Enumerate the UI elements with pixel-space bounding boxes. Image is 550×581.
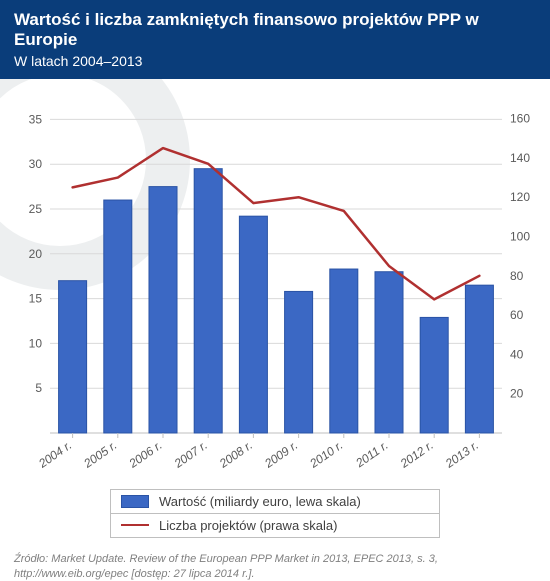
bar bbox=[375, 272, 403, 433]
x-category-label: 2005 r. bbox=[80, 438, 119, 471]
bar bbox=[285, 291, 313, 433]
legend: Wartość (miliardy euro, lewa skala) Licz… bbox=[110, 489, 440, 538]
source-citation: Źródło: Market Update. Review of the Eur… bbox=[0, 546, 550, 581]
svg-text:25: 25 bbox=[29, 202, 43, 216]
bar bbox=[330, 269, 358, 433]
x-category-label: 2004 r. bbox=[35, 438, 74, 471]
svg-text:35: 35 bbox=[29, 112, 43, 126]
svg-text:140: 140 bbox=[510, 151, 530, 165]
x-category-label: 2011 r. bbox=[352, 438, 390, 471]
chart-title: Wartość i liczba zamkniętych finansowo p… bbox=[14, 10, 536, 51]
x-category-label: 2012 r. bbox=[397, 438, 436, 471]
svg-text:20: 20 bbox=[510, 386, 524, 400]
svg-text:5: 5 bbox=[35, 381, 42, 395]
bar bbox=[194, 168, 222, 432]
svg-text:10: 10 bbox=[29, 336, 43, 350]
bar-swatch bbox=[121, 495, 149, 508]
svg-text:20: 20 bbox=[29, 247, 43, 261]
chart-subtitle: W latach 2004–2013 bbox=[14, 53, 536, 69]
x-category-label: 2009 r. bbox=[261, 438, 300, 471]
svg-text:120: 120 bbox=[510, 190, 530, 204]
x-category-label: 2013 r. bbox=[442, 438, 481, 471]
x-category-label: 2007 r. bbox=[171, 438, 210, 471]
legend-item-line: Liczba projektów (prawa skala) bbox=[110, 513, 440, 538]
bar bbox=[104, 200, 132, 433]
x-category-label: 2008 r. bbox=[216, 438, 255, 471]
svg-text:80: 80 bbox=[510, 269, 524, 283]
x-category-label: 2010 r. bbox=[306, 438, 345, 471]
svg-text:60: 60 bbox=[510, 308, 524, 322]
line-series bbox=[73, 148, 480, 299]
chart-area: 5 10 15 20 25 30 35 20 40 60 80 100 120 140 160 2004 r.… bbox=[0, 79, 550, 489]
svg-text:30: 30 bbox=[29, 157, 43, 171]
x-category-label: 2006 r. bbox=[126, 438, 165, 471]
svg-text:160: 160 bbox=[510, 111, 530, 125]
bar bbox=[239, 216, 267, 433]
bar bbox=[420, 317, 448, 433]
chart-header: Wartość i liczba zamkniętych finansowo p… bbox=[0, 0, 550, 79]
legend-item-bar: Wartość (miliardy euro, lewa skala) bbox=[110, 489, 440, 514]
chart-svg: 5 10 15 20 25 30 35 20 40 60 80 100 120 140 160 2004 r.… bbox=[0, 79, 550, 489]
legend-label: Liczba projektów (prawa skala) bbox=[159, 518, 337, 533]
svg-text:40: 40 bbox=[510, 347, 524, 361]
legend-label: Wartość (miliardy euro, lewa skala) bbox=[159, 494, 361, 509]
bar bbox=[59, 280, 87, 432]
bar bbox=[465, 285, 493, 433]
svg-text:15: 15 bbox=[29, 291, 43, 305]
svg-text:100: 100 bbox=[510, 229, 530, 243]
bar bbox=[149, 186, 177, 432]
line-swatch bbox=[121, 524, 149, 526]
